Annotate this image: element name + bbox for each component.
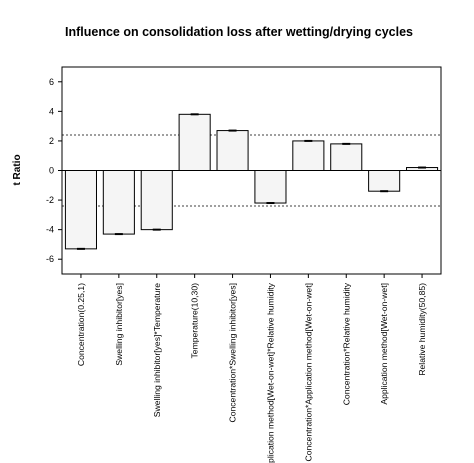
x-tick-label: Swelling inhibitor[yes] [114,283,124,366]
plot-area: 6 4 2 0 -2 -4 -6 Concentration(0.25,1) Swelling … [46,66,442,463]
y-tick-label: 4 [49,106,54,116]
y-tick-label: -2 [46,195,54,205]
x-tick-label: Concentration*Application method[Wet-on-… [303,283,313,462]
bar [368,170,401,192]
x-tick-label: Concentration(0.25,1) [76,283,86,366]
y-tick-label: 0 [49,166,54,176]
y-tick-label: 2 [49,136,54,146]
y-tick-label: -6 [46,254,54,264]
bar [64,170,97,250]
bar [140,170,173,231]
x-tick-label: Swelling inhibitor[yes]*Temperature [152,283,162,417]
y-axis-label: t Ratio [12,154,23,185]
chart-title: Influence on consolidation loss after we… [65,25,413,39]
y-tick-label: 6 [49,77,54,87]
bar [330,143,363,171]
x-tick-label: Concentration*Swelling inhibitor[yes] [228,283,238,423]
bar [102,170,135,235]
x-tick-label: Concentration*Relative humidity [341,282,351,405]
x-tick-label: Temperature(10,30) [190,283,200,359]
x-tick-label: Application method[Wet-on-wet]*Relative … [265,282,275,463]
x-tick-label: Application method[Wet-on-wet] [379,283,389,405]
bar [178,113,211,171]
x-tick-label: Relative humidity(50,85) [417,283,427,376]
bar [216,130,249,171]
bar [254,170,287,204]
y-tick-label: -4 [46,225,54,235]
bar [292,140,325,172]
